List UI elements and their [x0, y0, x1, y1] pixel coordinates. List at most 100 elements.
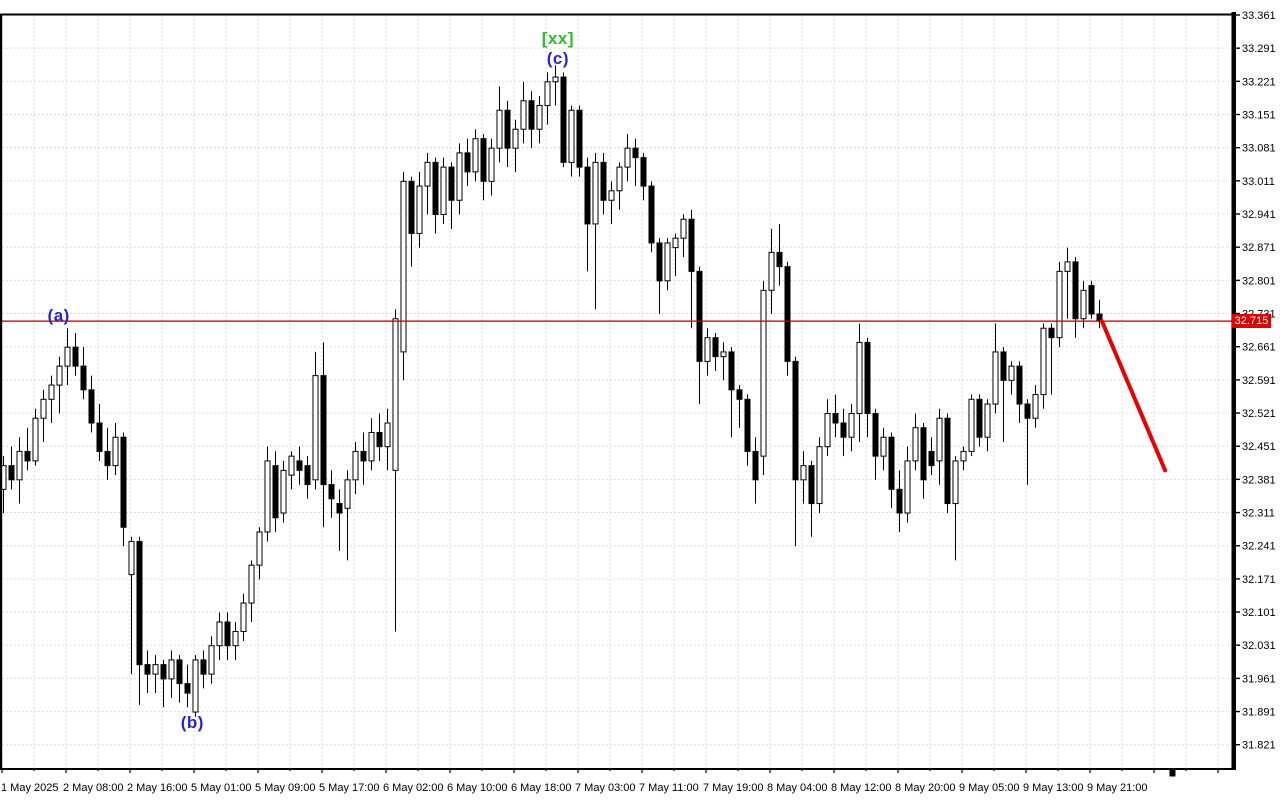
candle-body	[1016, 365, 1023, 405]
candle	[288, 451, 295, 490]
price-tick-label: 33.081	[1242, 143, 1276, 155]
candle-body	[704, 337, 711, 362]
candle-body	[352, 450, 359, 481]
candle-body	[1080, 289, 1087, 320]
candle-body	[888, 436, 895, 490]
candle-body	[208, 645, 215, 675]
candle	[968, 394, 975, 457]
candle	[224, 612, 231, 660]
candle-body	[192, 659, 199, 713]
time-tick-label: 5 May 09:00	[255, 782, 316, 794]
candle	[776, 223, 783, 286]
candle-body	[480, 138, 487, 182]
candle	[504, 100, 511, 168]
candle	[1048, 323, 1055, 395]
candle-body	[168, 659, 175, 680]
candle-body	[248, 564, 255, 604]
candle	[560, 72, 567, 168]
candle-body	[552, 76, 559, 83]
candle	[736, 385, 743, 428]
candle	[16, 437, 23, 504]
candle-body	[904, 460, 911, 514]
candle	[784, 261, 791, 376]
candle-body	[344, 479, 351, 509]
time-scale[interactable]: 1 May 2025 2 May 08:00 2 May 16:00 5 May 01…	[1, 768, 1219, 794]
candle-body	[1040, 327, 1047, 396]
candle	[416, 171, 423, 248]
candle	[864, 337, 871, 438]
candle	[176, 655, 183, 703]
wave-label-a[interactable]: (a)	[47, 306, 70, 326]
candle	[584, 157, 591, 272]
candle	[728, 347, 735, 438]
trend-line[interactable]	[1099, 319, 1168, 473]
candle-body	[944, 417, 951, 505]
candle	[104, 427, 111, 480]
candle	[496, 86, 503, 163]
candle-body	[200, 659, 207, 675]
time-tick-label: 8 May 04:00	[767, 782, 828, 794]
candle-body	[72, 346, 79, 367]
candle	[656, 238, 663, 315]
candle	[280, 460, 287, 523]
candle-body	[120, 436, 127, 528]
candle	[856, 323, 863, 442]
candle-body	[976, 398, 983, 438]
candle-body	[1072, 261, 1079, 320]
candle-body	[744, 398, 751, 452]
candle-body	[112, 436, 119, 467]
candle	[400, 171, 407, 381]
price-tick-label: 32.661	[1242, 342, 1276, 354]
candle-body	[152, 664, 159, 675]
candle	[704, 328, 711, 376]
candle	[936, 408, 943, 485]
candle-body	[696, 270, 703, 362]
candle	[1024, 399, 1031, 485]
candle-body	[80, 365, 87, 391]
candle-body	[456, 152, 463, 201]
candle-body	[736, 389, 743, 400]
candle	[392, 309, 399, 632]
time-tick-label: 6 May 02:00	[383, 782, 444, 794]
price-scale[interactable]: 33.361 33.291 33.221 33.151 33.081 33.011 32.9…	[1236, 10, 1276, 752]
candle-body	[24, 450, 31, 462]
candle	[1064, 247, 1071, 319]
candle	[480, 133, 487, 201]
candle-body	[592, 161, 599, 225]
candle-body	[688, 218, 695, 272]
candle-body	[872, 413, 879, 457]
candle	[40, 389, 47, 442]
candle	[184, 664, 191, 708]
candle-body	[896, 488, 903, 514]
candle-body	[840, 422, 847, 438]
candle-body	[544, 81, 551, 107]
candle	[432, 157, 439, 234]
wave-label-xx[interactable]: [xx]	[541, 28, 575, 48]
candle-body	[128, 540, 135, 576]
candle-body	[384, 422, 391, 448]
candle-body	[648, 185, 655, 244]
candle-body	[216, 621, 223, 647]
candle	[96, 404, 103, 461]
wave-label-c[interactable]: (c)	[546, 49, 570, 69]
wave-label-b[interactable]: (b)	[180, 713, 204, 733]
candle	[448, 162, 455, 229]
candle-body	[800, 465, 807, 481]
price-tick-label: 32.311	[1242, 508, 1275, 520]
candle-body	[672, 237, 679, 249]
candle-body	[640, 157, 647, 187]
candle	[360, 432, 367, 485]
candle	[744, 394, 751, 466]
bottom-border	[0, 768, 1236, 770]
candle-body	[816, 446, 823, 505]
candle-body	[864, 341, 871, 415]
candle-body	[936, 417, 943, 462]
candle-body	[256, 531, 263, 566]
candle	[960, 446, 967, 471]
candle-body	[360, 450, 367, 462]
candle	[384, 408, 391, 471]
price-tick-label: 31.821	[1242, 740, 1276, 752]
candle	[768, 228, 775, 315]
candle	[544, 72, 551, 125]
